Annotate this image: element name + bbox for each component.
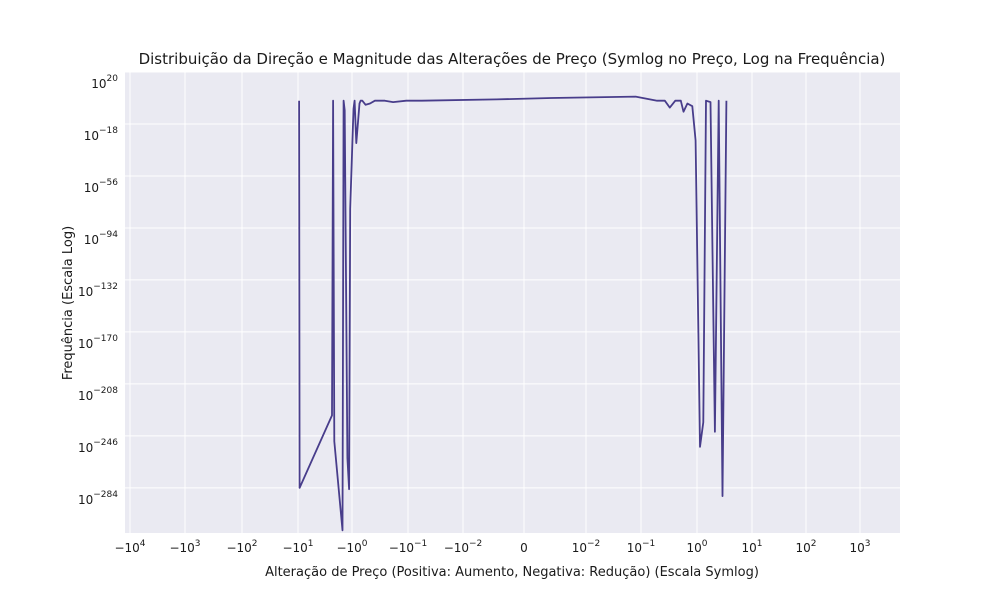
y-tick-label: 10−246 [78, 438, 118, 455]
x-tick-label: −10−1 [389, 539, 428, 555]
chart-title: Distribuição da Direção e Magnitude das … [139, 50, 886, 68]
grid [125, 71, 900, 533]
y-tick-label: 10−132 [78, 282, 118, 299]
x-tick-label: 101 [741, 539, 762, 555]
x-tick-label: 100 [686, 539, 707, 555]
x-tick-label: 10−2 [572, 539, 601, 555]
y-tick-label: 10−170 [78, 334, 118, 351]
x-tick-label: −101 [282, 539, 313, 555]
y-tick-label: 10−284 [78, 490, 118, 507]
series-line [298, 95, 728, 532]
y-axis-label: Frequência (Escala Log) [61, 226, 76, 380]
y-tick-label: 10−208 [78, 386, 118, 403]
y-tick-label: 1020 [91, 74, 118, 91]
x-tick-label: 10−1 [627, 539, 656, 555]
y-tick-label: 10−94 [84, 230, 119, 247]
x-tick-label: 103 [849, 539, 870, 555]
y-tick-label: 10−56 [84, 178, 119, 195]
x-tick-label: −102 [226, 539, 257, 555]
x-tick-label: 0 [520, 541, 528, 555]
x-tick-label: −104 [114, 539, 145, 555]
x-tick-label: −10−2 [444, 539, 483, 555]
x-tick-labels: −104 −103 −102 −101 −100 −10−1 −10−2 0 10−2 10−1 1… [114, 539, 870, 555]
x-tick-label: −103 [169, 539, 200, 555]
x-tick-label: −100 [336, 539, 367, 555]
x-tick-label: 102 [795, 539, 816, 555]
series-lines [298, 95, 728, 532]
y-tick-label: 10−18 [84, 126, 119, 143]
x-axis-label: Alteração de Preço (Positiva: Aumento, N… [265, 565, 759, 580]
y-tick-labels: 1020 10−18 10−56 10−94 10−132 10−170 10−208 10−… [78, 74, 118, 507]
plot-background [125, 72, 900, 533]
